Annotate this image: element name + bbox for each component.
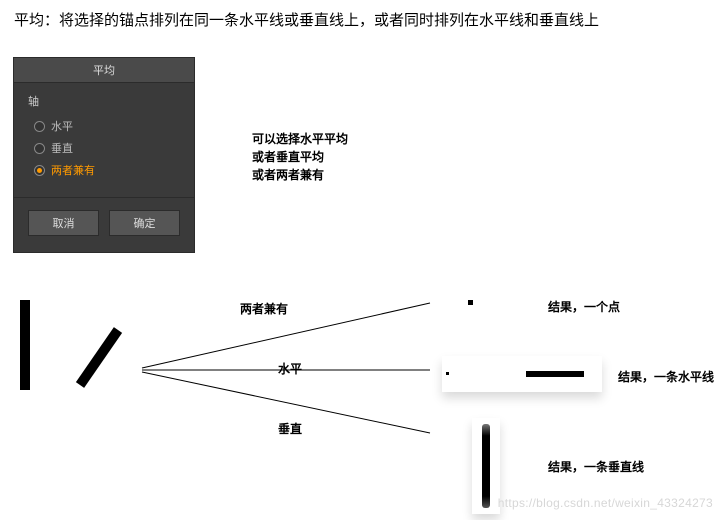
- page-heading: 平均：将选择的锚点排列在同一条水平线或垂直线上，或者同时排列在水平线和垂直线上: [14, 10, 713, 33]
- watermark: https://blog.csdn.net/weixin_43324273: [498, 496, 713, 510]
- radio-icon: [34, 165, 45, 176]
- dialog-body: 轴 水平 垂直 两者兼有: [14, 83, 194, 189]
- side-note-line: 可以选择水平平均: [252, 130, 348, 148]
- branch-label-both: 两者兼有: [240, 300, 288, 317]
- branch-label-horizontal: 水平: [278, 360, 302, 377]
- pen-icon: [482, 424, 490, 508]
- radio-label: 两者兼有: [51, 162, 95, 178]
- dialog-buttons: 取消 确定: [14, 197, 194, 252]
- side-note-line: 或者垂直平均: [252, 148, 348, 166]
- source-vertical-bar: [20, 300, 30, 390]
- average-dialog: 平均 轴 水平 垂直 两者兼有 取消 确定: [14, 58, 194, 252]
- result-horizontal-line: [442, 356, 602, 392]
- radio-label: 水平: [51, 118, 73, 134]
- result-horizontal-label: 结果，一条水平线: [618, 368, 714, 385]
- ok-button[interactable]: 确定: [109, 210, 180, 236]
- source-diagonal-bar: [80, 330, 118, 385]
- result-point-label: 结果，一个点: [548, 298, 620, 315]
- side-note: 可以选择水平平均 或者垂直平均 或者两者兼有: [252, 130, 348, 184]
- radio-icon: [34, 143, 45, 154]
- axis-group-label: 轴: [28, 93, 180, 109]
- radio-horizontal[interactable]: 水平: [28, 115, 180, 137]
- result-point: [468, 300, 473, 305]
- radio-label: 垂直: [51, 140, 73, 156]
- dialog-title: 平均: [14, 58, 194, 83]
- cancel-button[interactable]: 取消: [28, 210, 99, 236]
- side-note-line: 或者两者兼有: [252, 166, 348, 184]
- branch-label-vertical: 垂直: [278, 420, 302, 437]
- radio-vertical[interactable]: 垂直: [28, 137, 180, 159]
- result-vertical-line: [472, 418, 500, 514]
- result-vertical-label: 结果，一条垂直线: [548, 458, 644, 475]
- radio-both[interactable]: 两者兼有: [28, 159, 180, 181]
- radio-icon: [34, 121, 45, 132]
